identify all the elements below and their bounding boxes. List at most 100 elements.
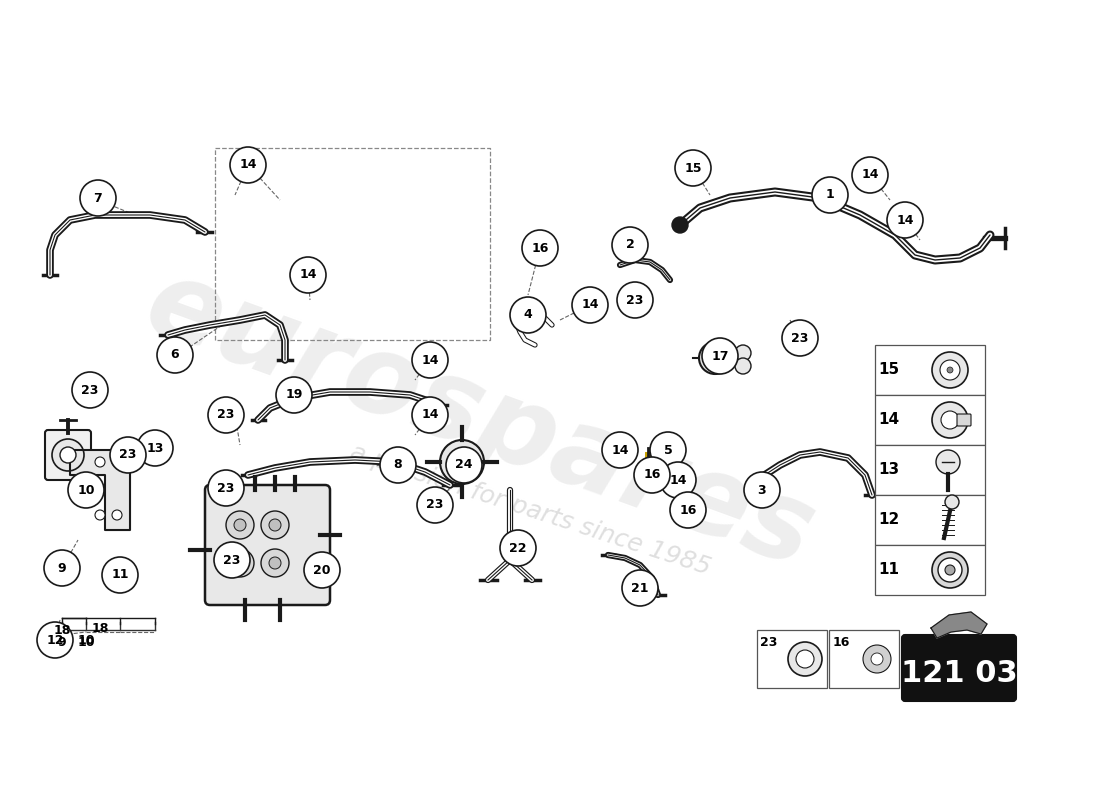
Text: 23: 23 [427,498,443,511]
Circle shape [44,550,80,586]
FancyBboxPatch shape [757,630,827,688]
Text: 12: 12 [879,513,900,527]
Circle shape [95,510,104,520]
Circle shape [932,552,968,588]
Circle shape [670,492,706,528]
Text: 5: 5 [663,443,672,457]
FancyBboxPatch shape [874,345,984,395]
Text: 23: 23 [626,294,644,306]
Circle shape [621,570,658,606]
Text: 17: 17 [712,350,728,362]
Text: 15: 15 [879,362,900,378]
Circle shape [782,320,818,356]
Circle shape [112,510,122,520]
Text: 16: 16 [531,242,549,254]
Text: 7: 7 [94,191,102,205]
Text: 23: 23 [119,449,136,462]
Text: 10: 10 [77,483,95,497]
Text: 24: 24 [455,458,473,471]
Circle shape [412,342,448,378]
Text: 23: 23 [218,409,234,422]
Circle shape [412,397,448,433]
FancyBboxPatch shape [874,395,984,445]
Text: 19: 19 [285,389,303,402]
Text: 3: 3 [758,483,767,497]
Circle shape [230,147,266,183]
Circle shape [138,430,173,466]
FancyBboxPatch shape [874,545,984,595]
Circle shape [522,230,558,266]
Text: 12: 12 [46,634,64,646]
Circle shape [500,530,536,566]
Circle shape [871,653,883,665]
Text: 23: 23 [760,635,778,649]
Circle shape [270,557,280,569]
Circle shape [72,372,108,408]
Text: 15: 15 [684,162,702,174]
Text: 23: 23 [218,482,234,494]
Circle shape [938,558,962,582]
Text: 13: 13 [146,442,164,454]
Circle shape [214,542,250,578]
Circle shape [945,495,959,509]
Circle shape [417,487,453,523]
FancyBboxPatch shape [874,445,984,495]
Circle shape [735,345,751,361]
Text: 14: 14 [896,214,914,226]
Circle shape [572,287,608,323]
Circle shape [660,462,696,498]
Text: 20: 20 [314,563,331,577]
Circle shape [261,511,289,539]
Circle shape [650,432,686,468]
Text: 11: 11 [111,569,129,582]
Text: 10: 10 [77,635,95,649]
Circle shape [68,472,104,508]
Text: a passion for parts since 1985: a passion for parts since 1985 [346,440,713,580]
Circle shape [102,557,138,593]
Text: 9: 9 [57,562,66,574]
Circle shape [208,470,244,506]
Circle shape [226,511,254,539]
Circle shape [617,282,653,318]
Circle shape [602,432,638,468]
Circle shape [940,411,959,429]
Circle shape [440,440,484,484]
FancyBboxPatch shape [957,414,971,426]
Circle shape [812,177,848,213]
Circle shape [932,402,968,438]
Text: 11: 11 [879,562,900,578]
Text: 14: 14 [421,409,439,422]
Circle shape [226,549,254,577]
Circle shape [634,457,670,493]
FancyBboxPatch shape [205,485,330,605]
Text: 23: 23 [81,383,99,397]
Polygon shape [931,612,987,638]
Circle shape [379,447,416,483]
Circle shape [887,202,923,238]
Circle shape [936,450,960,474]
Circle shape [702,338,738,374]
Circle shape [37,622,73,658]
Circle shape [110,437,146,473]
Circle shape [208,397,244,433]
Circle shape [95,457,104,467]
Polygon shape [70,450,130,530]
Text: 23: 23 [791,331,808,345]
Text: 14: 14 [299,269,317,282]
FancyBboxPatch shape [829,630,899,688]
Circle shape [276,377,312,413]
Circle shape [304,552,340,588]
Circle shape [735,358,751,374]
Text: 10: 10 [77,634,95,646]
Text: 14: 14 [861,169,879,182]
Text: 23: 23 [223,554,241,566]
Circle shape [707,350,723,366]
Text: 18: 18 [53,623,70,637]
Text: 9: 9 [57,634,66,646]
Text: 2: 2 [626,238,635,251]
Text: 121 03: 121 03 [901,658,1018,687]
FancyBboxPatch shape [874,495,984,545]
Text: 4: 4 [524,309,532,322]
Circle shape [157,337,192,373]
Text: 6: 6 [170,349,179,362]
